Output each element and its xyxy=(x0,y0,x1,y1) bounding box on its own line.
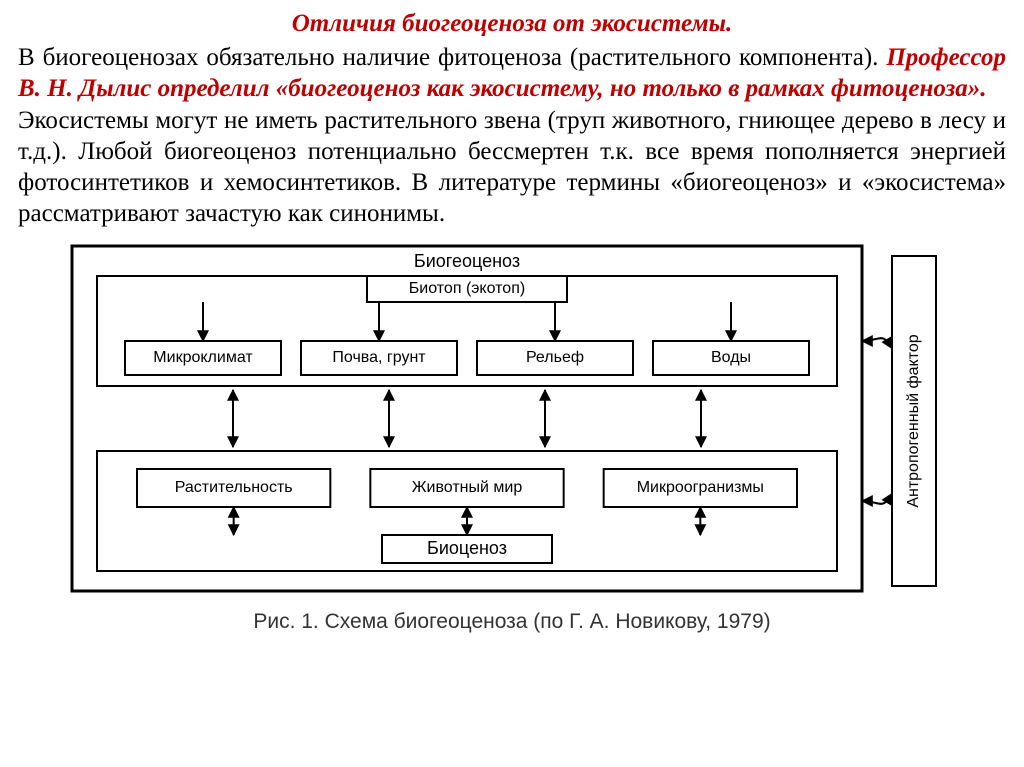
paragraph-2: Экосистемы могут не иметь растительного … xyxy=(18,105,1006,230)
svg-text:Воды: Воды xyxy=(711,349,751,366)
svg-text:Биотоп (экотоп): Биотоп (экотоп) xyxy=(409,280,525,297)
page-title: Отличия биогеоценоза от экосистемы. xyxy=(18,10,1006,38)
svg-text:Биогеоценоз: Биогеоценоз xyxy=(414,250,520,270)
diagram-container: Биогеоценоз Биотоп (экотоп) Микроклимат Поч… xyxy=(18,236,1006,606)
biogeocenosis-diagram: Биогеоценоз Биотоп (экотоп) Микроклимат Поч… xyxy=(62,236,962,606)
svg-text:Антропогенный фактор: Антропогенный фактор xyxy=(905,334,922,507)
svg-text:Микроклимат: Микроклимат xyxy=(153,349,253,366)
svg-text:Животный мир: Животный мир xyxy=(412,479,523,496)
svg-text:Растительность: Растительность xyxy=(175,479,293,496)
figure-caption: Рис. 1. Схема биогеоценоза (по Г. А. Нов… xyxy=(18,610,1006,634)
svg-text:Почва, грунт: Почва, грунт xyxy=(332,349,426,366)
para1-text-a: В биогеоценозах обязательно наличие фито… xyxy=(18,44,886,71)
svg-text:Микроогранизмы: Микроогранизмы xyxy=(637,479,764,496)
svg-text:Биоценоз: Биоценоз xyxy=(427,537,507,557)
paragraph-1: В биогеоценозах обязательно наличие фито… xyxy=(18,42,1006,105)
svg-text:Рельеф: Рельеф xyxy=(526,349,584,366)
